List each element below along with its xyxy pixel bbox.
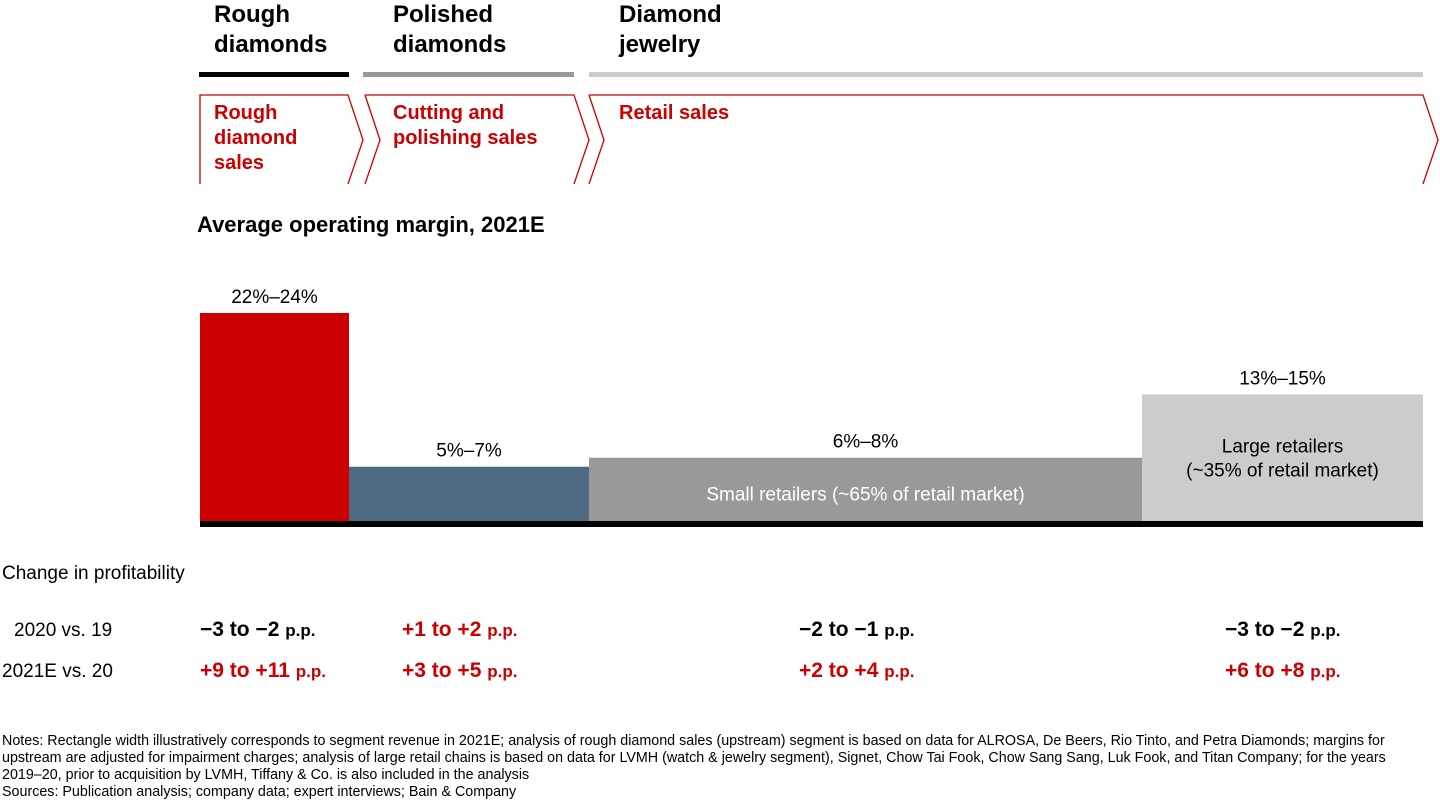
segment-label: Large retailers	[1222, 437, 1343, 458]
margin-bar	[349, 466, 589, 521]
chevron-label-line: sales	[214, 152, 265, 174]
profitability-cell: +1 to +2 p.p.	[402, 618, 517, 642]
cell-value: +3 to +5	[402, 659, 482, 682]
row-label-2021: 2021E vs. 20	[2, 661, 113, 682]
stage-title-jewelry: Diamond jewelry	[619, 0, 722, 60]
cell-value: −3 to −2	[200, 618, 280, 641]
chevron-label-line: diamond	[214, 127, 298, 149]
value-label: 22%–24%	[231, 287, 318, 308]
profitability-cell: +2 to +4 p.p.	[799, 659, 914, 683]
stage-title-line: Diamond	[619, 1, 722, 28]
cell-value: +6 to +8	[1225, 659, 1305, 682]
profitability-cell: +9 to +11 p.p.	[200, 659, 326, 683]
cell-unit: p.p.	[884, 621, 915, 640]
value-chain-chevrons	[199, 94, 1439, 185]
sources-text: Sources: Publication analysis; company d…	[2, 784, 517, 800]
margin-chart: 22%–24% 5%–7% 6%–8% Small retailers (~65% o…	[200, 287, 1423, 527]
row-label-2020: 2020 vs. 19	[14, 620, 113, 641]
chart-baseline	[200, 521, 1423, 527]
cell-unit: p.p.	[487, 621, 518, 640]
profitability-cell: +3 to +5 p.p.	[402, 659, 517, 683]
stage-title-line: diamonds	[214, 31, 328, 58]
cell-unit: p.p.	[884, 662, 915, 681]
stage-title-line: jewelry	[619, 31, 701, 58]
profitability-title: Change in profitability	[2, 563, 185, 584]
chevron-label-rough: Rough diamond sales	[214, 101, 297, 176]
chevron-cutting-notch	[364, 94, 381, 185]
chevron-label-line: polishing sales	[393, 127, 538, 149]
profitability-cell: −3 to −2 p.p.	[1225, 618, 1340, 642]
cell-value: +1 to +2	[402, 618, 482, 641]
stage-bar-rough	[199, 72, 349, 77]
chevron-retail-notch	[588, 94, 605, 185]
stage-title-line: Rough	[214, 1, 290, 28]
stage-bar-jewelry	[589, 72, 1423, 77]
cell-value: +9 to +11	[200, 659, 290, 682]
margin-bar	[200, 313, 349, 521]
chevron-label-line: Rough	[214, 102, 278, 124]
chart-title: Average operating margin, 2021E	[197, 212, 545, 237]
cell-value: −2 to −1	[799, 618, 879, 641]
chevron-retail	[589, 94, 1439, 185]
value-label: 13%–15%	[1239, 368, 1326, 389]
value-label: 6%–8%	[833, 432, 899, 453]
chevron-cutting	[365, 94, 590, 185]
cell-unit: p.p.	[487, 662, 518, 681]
cell-unit: p.p.	[285, 621, 316, 640]
stage-title-rough: Rough diamonds	[214, 0, 327, 60]
margin-bar	[1142, 394, 1423, 521]
stage-title-polished: Polished diamonds	[393, 0, 506, 60]
chevron-label-line: Retail sales	[619, 102, 730, 124]
stage-bar-polished	[363, 72, 574, 77]
stage-title-line: diamonds	[393, 31, 507, 58]
profitability-cell: +6 to +8 p.p.	[1225, 659, 1340, 683]
cell-unit: p.p.	[1310, 621, 1341, 640]
chevron-label-cutting: Cutting and polishing sales	[393, 101, 537, 151]
profitability-cell: −2 to −1 p.p.	[799, 618, 914, 642]
cell-unit: p.p.	[1310, 662, 1341, 681]
value-label: 5%–7%	[436, 441, 502, 462]
profitability-cell: −3 to −2 p.p.	[200, 618, 315, 642]
chevron-label-retail: Retail sales	[619, 101, 729, 126]
chevron-label-line: Cutting and	[393, 102, 505, 124]
footnotes: Notes: Rectangle width illustratively co…	[2, 733, 1422, 801]
chevron-rough	[199, 94, 364, 185]
segment-label: (~35% of retail market)	[1186, 461, 1379, 482]
margin-bar	[589, 457, 1142, 521]
cell-value: −3 to −2	[1225, 618, 1305, 641]
notes-text: Notes: Rectangle width illustratively co…	[2, 733, 1386, 783]
cell-unit: p.p.	[295, 662, 326, 681]
cell-value: +2 to +4	[799, 659, 879, 682]
stage-title-line: Polished	[393, 1, 494, 28]
segment-label: Small retailers (~65% of retail market)	[706, 484, 1024, 505]
